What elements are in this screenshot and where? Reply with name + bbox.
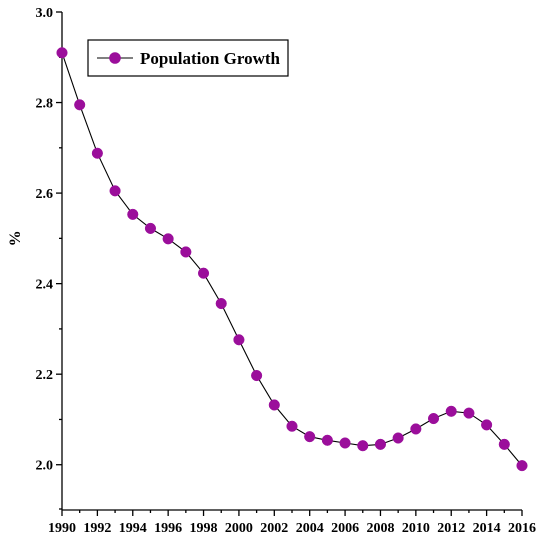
y-tick-label: 2.6 (36, 187, 54, 202)
legend-box (87, 39, 289, 77)
x-tick-label: 1990 (48, 521, 76, 536)
y-tick-label: 3.0 (36, 6, 54, 21)
data-point (374, 438, 387, 450)
data-point (127, 208, 139, 220)
x-tick-label: 2010 (402, 521, 430, 536)
x-ticks: 1990 1992 1994 1996 1998 2000 2002 2004 2006 2008… (48, 510, 536, 536)
x-tick-label: 2016 (508, 521, 536, 536)
x-tick-label: 1996 (154, 521, 182, 536)
x-tick-label: 2006 (331, 521, 359, 536)
y-tick-label: 2.2 (36, 368, 54, 383)
data-point (215, 298, 227, 310)
data-point (445, 405, 457, 417)
y-tick-label: 2.0 (36, 459, 54, 474)
data-point (410, 423, 422, 435)
data-point (74, 99, 86, 111)
data-point (251, 369, 263, 382)
y-ticks: 2.0 2.2 2.4 2.6 2.8 3.0 (36, 6, 62, 510)
x-tick-label: 2012 (437, 521, 465, 536)
y-axis-label: % (7, 230, 24, 246)
data-point (180, 246, 192, 258)
legend-label: Population Growth (140, 49, 281, 68)
data-point (321, 434, 333, 446)
y-tick-label: 2.4 (36, 278, 54, 293)
data-point (427, 412, 440, 425)
data-point (392, 432, 404, 444)
data-point (516, 460, 528, 472)
data-point (144, 222, 157, 234)
x-tick-label: 1992 (83, 521, 111, 536)
data-point (162, 233, 174, 245)
data-point (286, 420, 298, 432)
x-tick-label: 2008 (366, 521, 394, 536)
x-tick-label: 2002 (260, 521, 288, 536)
x-tick-label: 2000 (225, 521, 253, 536)
y-tick-label: 2.8 (36, 97, 54, 112)
data-point (197, 267, 210, 279)
data-point (56, 47, 68, 59)
data-point (339, 437, 351, 449)
legend-marker-swatch (109, 52, 121, 64)
data-point (498, 438, 510, 450)
x-tick-label: 2004 (296, 521, 324, 536)
data-point (91, 147, 103, 159)
data-point (357, 440, 369, 452)
series-line (61, 52, 523, 466)
axes (61, 12, 522, 511)
data-point (463, 407, 475, 419)
x-tick-label: 2014 (473, 521, 501, 536)
x-tick-label: 1998 (190, 521, 218, 536)
data-point (109, 185, 121, 197)
series-layer (56, 47, 528, 472)
data-point (268, 399, 280, 411)
data-point (233, 334, 245, 346)
data-point (481, 419, 493, 431)
x-tick-label: 1994 (119, 521, 147, 536)
legend: Population Growth (87, 39, 289, 77)
data-point (304, 431, 316, 443)
